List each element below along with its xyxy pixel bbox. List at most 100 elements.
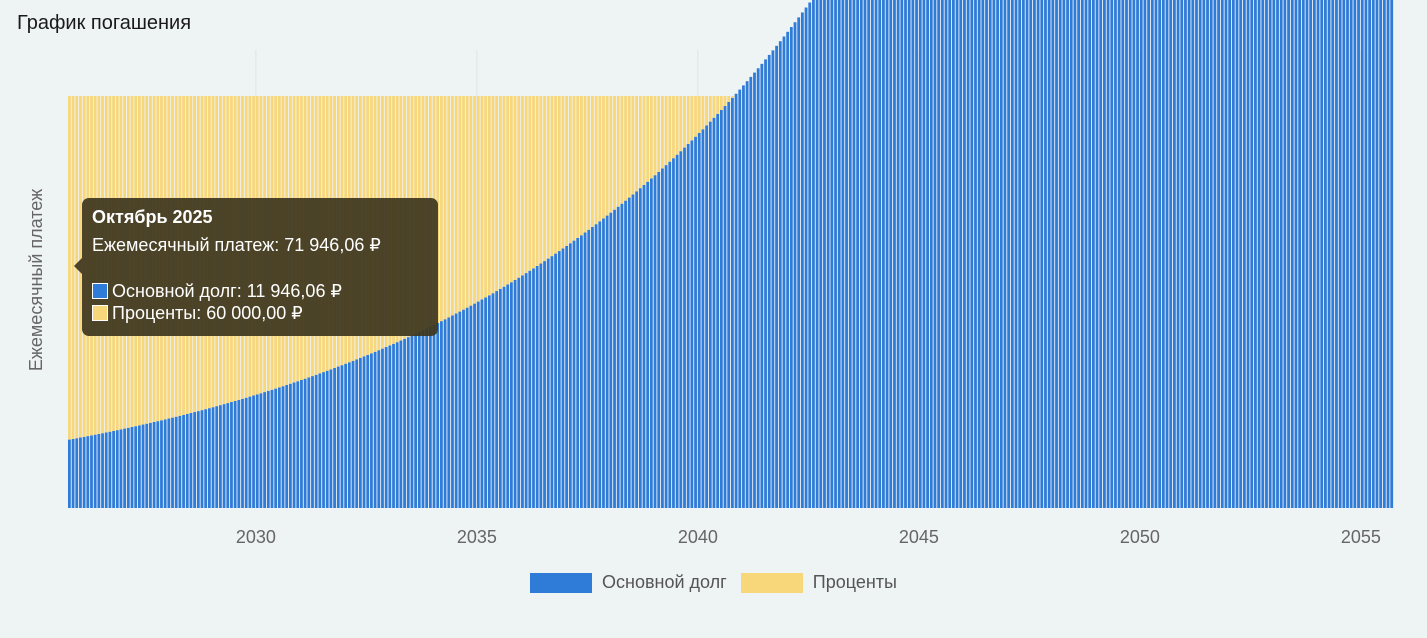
bar-principal[interactable] bbox=[255, 394, 259, 508]
bar-principal[interactable] bbox=[1062, 0, 1066, 508]
bar-principal[interactable] bbox=[778, 41, 782, 509]
legend-item-principal[interactable]: Основной долг bbox=[530, 572, 727, 593]
bar-principal[interactable] bbox=[767, 54, 771, 508]
bar-principal[interactable] bbox=[701, 129, 705, 509]
bar-interest[interactable] bbox=[539, 96, 543, 264]
bar-principal[interactable] bbox=[1158, 0, 1162, 508]
bar-interest[interactable] bbox=[554, 96, 557, 254]
bar-principal[interactable] bbox=[672, 158, 675, 508]
bar-principal[interactable] bbox=[1386, 0, 1390, 508]
bar-interest[interactable] bbox=[672, 96, 675, 159]
bar-principal[interactable] bbox=[1066, 0, 1069, 508]
bar-principal[interactable] bbox=[1154, 0, 1158, 508]
bar-principal[interactable] bbox=[207, 408, 211, 508]
bar-principal[interactable] bbox=[1058, 0, 1062, 508]
bar-principal[interactable] bbox=[1283, 0, 1287, 508]
bar-principal[interactable] bbox=[1364, 0, 1368, 508]
bar-interest[interactable] bbox=[653, 96, 657, 176]
bar-interest[interactable] bbox=[675, 96, 679, 155]
bar-principal[interactable] bbox=[495, 291, 499, 508]
bar-principal[interactable] bbox=[1305, 0, 1309, 508]
bar-interest[interactable] bbox=[572, 96, 576, 241]
bar-interest[interactable] bbox=[510, 96, 513, 283]
bar-principal[interactable] bbox=[1195, 0, 1198, 508]
bar-principal[interactable] bbox=[498, 288, 502, 508]
bar-principal[interactable] bbox=[808, 2, 812, 508]
bar-interest[interactable] bbox=[583, 96, 587, 233]
bar-principal[interactable] bbox=[893, 0, 896, 509]
bar-principal[interactable] bbox=[1099, 0, 1103, 508]
bar-principal[interactable] bbox=[244, 397, 248, 508]
bar-principal[interactable] bbox=[1324, 0, 1327, 508]
bar-principal[interactable] bbox=[329, 369, 333, 508]
bar-principal[interactable] bbox=[959, 0, 963, 509]
bar-principal[interactable] bbox=[1239, 0, 1243, 508]
bar-principal[interactable] bbox=[1114, 0, 1117, 508]
bar-interest[interactable] bbox=[613, 96, 616, 210]
bar-principal[interactable] bbox=[1051, 0, 1055, 508]
bar-principal[interactable] bbox=[1077, 0, 1081, 509]
bar-principal[interactable] bbox=[1309, 0, 1313, 508]
bar-principal[interactable] bbox=[1125, 0, 1128, 508]
bar-principal[interactable] bbox=[392, 343, 395, 508]
bar-principal[interactable] bbox=[944, 0, 948, 509]
bar-interest[interactable] bbox=[594, 96, 598, 225]
bar-interest[interactable] bbox=[686, 96, 690, 144]
bar-principal[interactable] bbox=[1184, 0, 1187, 509]
bar-principal[interactable] bbox=[344, 363, 348, 508]
bar-principal[interactable] bbox=[506, 284, 510, 508]
bar-principal[interactable] bbox=[1136, 0, 1139, 508]
bar-principal[interactable] bbox=[1055, 0, 1058, 509]
bar-principal[interactable] bbox=[955, 0, 959, 508]
bar-principal[interactable] bbox=[252, 395, 255, 508]
bar-principal[interactable] bbox=[657, 171, 661, 509]
bar-principal[interactable] bbox=[587, 229, 591, 508]
bar-principal[interactable] bbox=[745, 81, 749, 508]
bar-principal[interactable] bbox=[171, 417, 174, 508]
bar-principal[interactable] bbox=[1246, 0, 1250, 508]
bar-principal[interactable] bbox=[716, 113, 720, 509]
bar-principal[interactable] bbox=[933, 0, 937, 509]
bar-interest[interactable] bbox=[491, 96, 495, 294]
bar-principal[interactable] bbox=[642, 184, 646, 509]
bar-principal[interactable] bbox=[358, 357, 362, 508]
bar-principal[interactable] bbox=[152, 421, 156, 508]
bar-principal[interactable] bbox=[837, 0, 841, 508]
bar-principal[interactable] bbox=[101, 433, 104, 508]
bar-principal[interactable] bbox=[786, 31, 790, 508]
bar-principal[interactable] bbox=[314, 374, 318, 508]
bar-principal[interactable] bbox=[163, 419, 167, 508]
bar-interest[interactable] bbox=[642, 96, 646, 185]
bar-principal[interactable] bbox=[734, 93, 738, 508]
bar-interest[interactable] bbox=[576, 96, 580, 238]
bar-interest[interactable] bbox=[480, 96, 484, 300]
bar-principal[interactable] bbox=[469, 305, 473, 508]
bar-principal[interactable] bbox=[351, 360, 355, 508]
bar-principal[interactable] bbox=[1180, 0, 1184, 508]
bar-principal[interactable] bbox=[543, 261, 546, 508]
bar-principal[interactable] bbox=[1327, 0, 1331, 508]
bar-principal[interactable] bbox=[1007, 0, 1011, 508]
bar-principal[interactable] bbox=[598, 221, 602, 508]
bar-principal[interactable] bbox=[1261, 0, 1265, 508]
bar-principal[interactable] bbox=[465, 307, 469, 508]
bar-interest[interactable] bbox=[532, 96, 535, 269]
bar-principal[interactable] bbox=[970, 0, 974, 508]
bar-interest[interactable] bbox=[487, 96, 491, 296]
bar-principal[interactable] bbox=[683, 147, 686, 508]
bar-principal[interactable] bbox=[1217, 0, 1220, 508]
bar-principal[interactable] bbox=[915, 0, 918, 509]
bar-principal[interactable] bbox=[285, 384, 289, 508]
bar-principal[interactable] bbox=[384, 347, 388, 508]
bar-interest[interactable] bbox=[579, 96, 583, 236]
bar-principal[interactable] bbox=[929, 0, 933, 508]
bar-principal[interactable] bbox=[1360, 0, 1364, 508]
bar-principal[interactable] bbox=[675, 154, 679, 508]
bar-interest[interactable] bbox=[565, 96, 569, 246]
bar-principal[interactable] bbox=[863, 0, 867, 508]
bar-principal[interactable] bbox=[1290, 0, 1294, 508]
bar-principal[interactable] bbox=[1342, 0, 1346, 508]
bar-principal[interactable] bbox=[1209, 0, 1213, 508]
bar-interest[interactable] bbox=[535, 96, 539, 266]
bar-principal[interactable] bbox=[937, 0, 941, 509]
